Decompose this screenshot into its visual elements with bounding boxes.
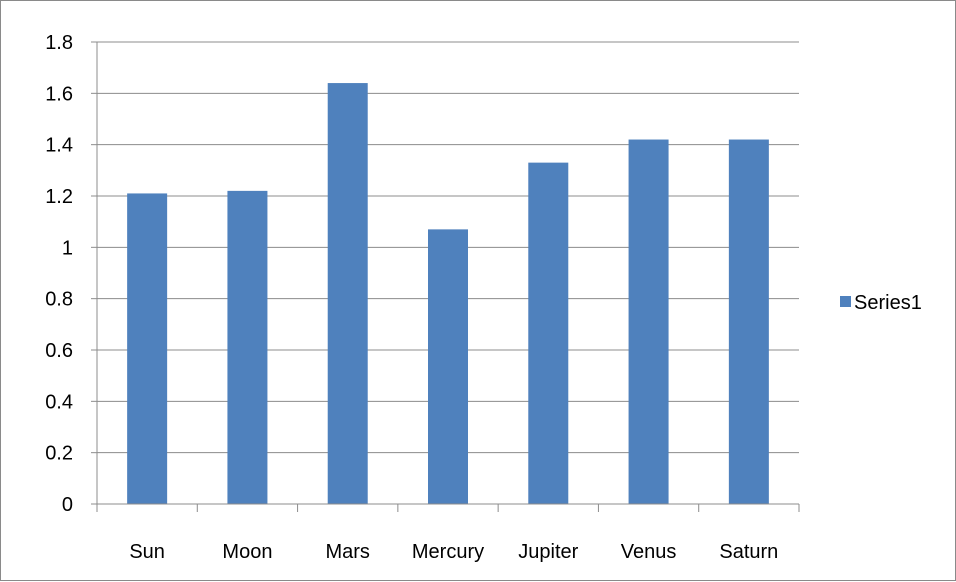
y-tick-label: 1.6: [45, 83, 73, 105]
y-tick-label: 0.2: [45, 443, 73, 465]
bar-mars: [327, 83, 368, 505]
bar-venus: [628, 139, 669, 505]
x-tick-label: Jupiter: [518, 541, 578, 563]
x-tick-label: Moon: [222, 541, 272, 563]
y-tick-label: 0.8: [45, 289, 73, 311]
bar-jupiter: [528, 162, 569, 504]
y-tick-labels: 0 0.2 0.4 0.6 0.8 1 1.2 1.4 1.6 1.8: [45, 32, 73, 516]
y-tick-label: 1.8: [45, 32, 73, 54]
x-tick-label: Mars: [325, 541, 369, 563]
x-tick-label: Sun: [129, 541, 165, 563]
x-tick-label: Venus: [621, 541, 677, 563]
legend-swatch-series1: [840, 296, 851, 307]
y-tick-label: 1: [62, 237, 73, 259]
x-tick-label: Mercury: [412, 541, 484, 563]
axes: [91, 41, 800, 512]
legend-label-series1: Series1: [854, 292, 922, 314]
bar-saturn: [728, 139, 769, 505]
legend: Series1: [840, 292, 922, 314]
y-tick-label: 1.4: [45, 135, 73, 157]
y-tick-label: 0.6: [45, 340, 73, 362]
y-tick-label: 0.4: [45, 391, 73, 413]
bar-sun: [127, 193, 168, 504]
x-tick-label: Saturn: [719, 541, 778, 563]
y-tick-label: 1.2: [45, 186, 73, 208]
bar-moon: [227, 190, 268, 504]
x-tick-labels: Sun Moon Mars Mercury Jupiter Venus Saturn: [129, 541, 778, 563]
y-tick-label: 0: [62, 494, 73, 516]
bar-mercury: [428, 229, 468, 504]
bars: [127, 83, 769, 505]
